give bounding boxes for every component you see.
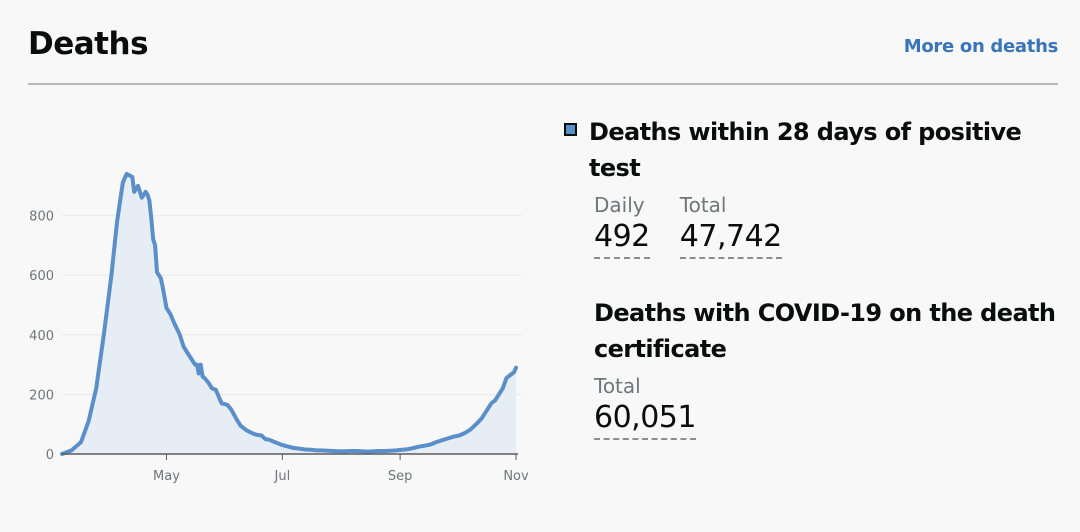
- metric-death-certificate: Deaths with COVID-19 on the death certif…: [594, 295, 1064, 440]
- y-tick-label: 400: [29, 329, 54, 344]
- deaths-area-fill: [62, 173, 516, 454]
- stat-value-total[interactable]: 47,742: [679, 218, 782, 259]
- stat-label: Daily: [594, 193, 645, 217]
- metric-title: Deaths within 28 days of positive test: [589, 118, 1022, 182]
- stat-total: Total 60,051: [594, 373, 1034, 440]
- y-tick-label: 800: [29, 210, 54, 225]
- more-on-deaths-link[interactable]: More on deaths: [903, 36, 1059, 57]
- deaths-chart: 0 200 400 600 800 May Jul Sep Nov: [29, 171, 529, 484]
- metrics-panel: Deaths within 28 days of positive test D…: [564, 114, 1064, 440]
- y-tick-label: 200: [29, 388, 54, 403]
- deaths-series-line: [60, 171, 518, 456]
- page-title: Deaths: [28, 26, 149, 62]
- x-tick-label: Jul: [274, 469, 291, 484]
- y-tick-label: 0: [46, 448, 54, 463]
- x-tick-label: Sep: [388, 469, 413, 484]
- stat-daily: Daily 492: [594, 192, 650, 259]
- stat-value-daily[interactable]: 492: [594, 218, 650, 259]
- metric-stats: Daily 492 Total 47,742: [594, 192, 1064, 259]
- y-tick-label: 600: [29, 269, 54, 284]
- x-tick-label: Nov: [503, 469, 529, 484]
- stat-label: Total: [594, 374, 641, 398]
- legend-swatch: [564, 123, 577, 136]
- chart-axes: 0 200 400 600 800 May Jul Sep Nov: [29, 210, 529, 484]
- stat-value-total[interactable]: 60,051: [594, 399, 696, 440]
- x-tick-label: May: [153, 469, 180, 484]
- metric-title: Deaths with COVID-19 on the death certif…: [594, 299, 1056, 363]
- stat-total: Total 47,742: [679, 192, 782, 259]
- header-divider: [28, 83, 1058, 85]
- metric-deaths-28-days: Deaths within 28 days of positive test D…: [564, 114, 1064, 259]
- stat-label: Total: [679, 193, 727, 217]
